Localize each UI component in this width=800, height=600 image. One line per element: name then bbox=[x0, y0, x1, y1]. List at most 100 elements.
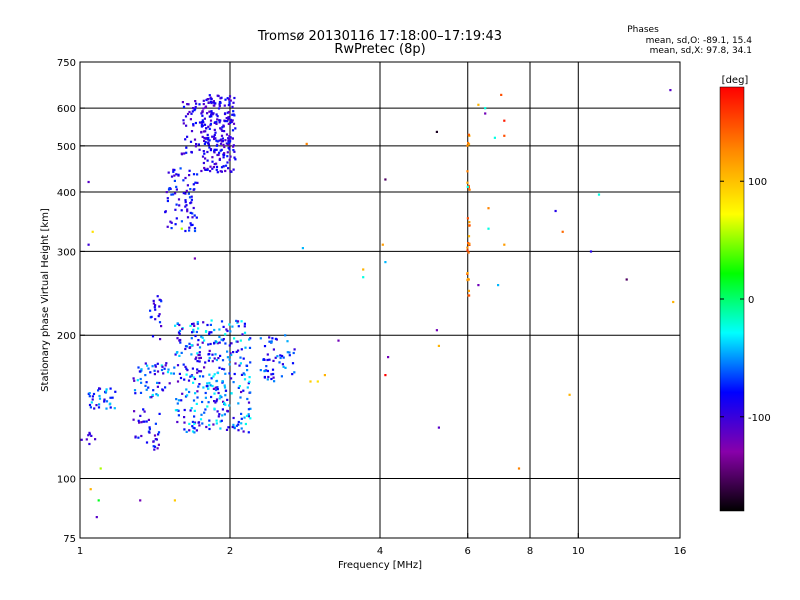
data-point bbox=[293, 371, 296, 374]
data-point bbox=[172, 168, 175, 171]
data-point bbox=[207, 143, 210, 146]
data-point bbox=[179, 338, 182, 342]
data-point bbox=[202, 107, 205, 110]
data-point bbox=[154, 365, 157, 368]
data-point bbox=[231, 113, 234, 116]
data-point bbox=[224, 164, 228, 167]
data-point bbox=[196, 343, 199, 346]
data-point bbox=[109, 396, 112, 399]
data-point bbox=[148, 426, 151, 429]
data-point bbox=[189, 409, 192, 412]
data-point bbox=[158, 313, 161, 316]
data-point bbox=[466, 144, 469, 147]
data-point bbox=[216, 388, 219, 391]
data-point bbox=[468, 221, 471, 224]
data-point bbox=[206, 382, 209, 385]
data-point bbox=[152, 389, 155, 392]
data-point bbox=[211, 360, 214, 363]
data-point bbox=[217, 415, 220, 418]
data-point bbox=[182, 192, 185, 195]
data-point bbox=[97, 406, 101, 409]
data-point bbox=[193, 229, 197, 233]
data-point bbox=[181, 101, 184, 104]
data-point bbox=[237, 325, 240, 328]
x-axis-ticks: 1 2 4 6 8 10 16 bbox=[77, 533, 686, 557]
x-tick-label: 1 bbox=[77, 546, 83, 557]
data-point bbox=[231, 119, 234, 122]
data-point bbox=[177, 331, 181, 334]
data-point bbox=[186, 112, 190, 116]
data-point bbox=[249, 361, 252, 364]
data-point bbox=[174, 192, 177, 195]
data-point bbox=[215, 165, 219, 168]
data-point bbox=[145, 388, 148, 391]
x-tick-label: 8 bbox=[527, 546, 533, 557]
data-point bbox=[157, 433, 160, 436]
x-axis-label: Frequency [MHz] bbox=[338, 560, 422, 571]
data-point bbox=[218, 103, 221, 106]
data-point bbox=[468, 188, 471, 191]
data-point bbox=[209, 170, 212, 173]
data-point bbox=[147, 367, 150, 370]
data-point bbox=[188, 429, 191, 432]
data-point bbox=[109, 406, 112, 409]
data-point bbox=[95, 516, 98, 519]
data-point bbox=[568, 393, 571, 396]
data-point bbox=[217, 94, 220, 98]
data-point bbox=[94, 438, 97, 441]
data-point bbox=[178, 332, 181, 335]
data-point bbox=[222, 143, 225, 146]
data-point bbox=[196, 368, 199, 371]
data-point bbox=[208, 349, 211, 352]
data-point bbox=[215, 168, 218, 171]
data-point bbox=[188, 196, 192, 199]
data-point bbox=[243, 331, 247, 334]
data-point bbox=[164, 364, 167, 367]
data-point bbox=[206, 323, 209, 327]
data-point bbox=[204, 391, 207, 395]
data-point bbox=[154, 438, 157, 441]
data-point bbox=[167, 171, 170, 174]
data-point bbox=[133, 389, 137, 392]
data-point bbox=[223, 130, 226, 133]
data-point bbox=[226, 329, 229, 333]
data-point bbox=[234, 362, 237, 365]
data-point bbox=[229, 121, 232, 124]
data-point bbox=[189, 324, 192, 327]
data-point bbox=[221, 137, 224, 140]
data-point bbox=[193, 138, 197, 141]
data-point bbox=[192, 381, 195, 384]
data-point bbox=[214, 148, 217, 152]
data-point bbox=[191, 331, 194, 334]
data-point bbox=[184, 347, 187, 351]
data-point bbox=[193, 257, 196, 260]
data-point bbox=[173, 174, 176, 177]
data-point bbox=[186, 103, 189, 106]
data-point bbox=[238, 364, 241, 367]
data-point bbox=[136, 379, 139, 382]
data-point bbox=[272, 372, 275, 376]
data-point bbox=[230, 170, 233, 173]
x-tick-label: 2 bbox=[227, 546, 233, 557]
data-point bbox=[204, 157, 207, 160]
data-point bbox=[231, 325, 234, 328]
data-point bbox=[137, 366, 140, 369]
data-point bbox=[201, 155, 205, 158]
data-point bbox=[384, 178, 387, 181]
data-point bbox=[176, 322, 179, 325]
data-point bbox=[98, 403, 101, 406]
data-point bbox=[181, 392, 184, 395]
data-point bbox=[149, 371, 152, 374]
phases-o-stats: mean, sd,O: -89.1, 15.4 bbox=[646, 36, 753, 46]
data-point bbox=[184, 138, 187, 141]
data-point bbox=[237, 402, 240, 405]
data-point bbox=[209, 119, 213, 122]
data-point bbox=[186, 216, 190, 219]
data-point bbox=[224, 139, 227, 142]
data-point bbox=[183, 428, 186, 431]
data-point bbox=[156, 370, 160, 373]
data-point bbox=[215, 120, 218, 124]
data-point bbox=[179, 167, 182, 170]
data-point bbox=[233, 427, 236, 430]
data-point bbox=[151, 393, 154, 397]
